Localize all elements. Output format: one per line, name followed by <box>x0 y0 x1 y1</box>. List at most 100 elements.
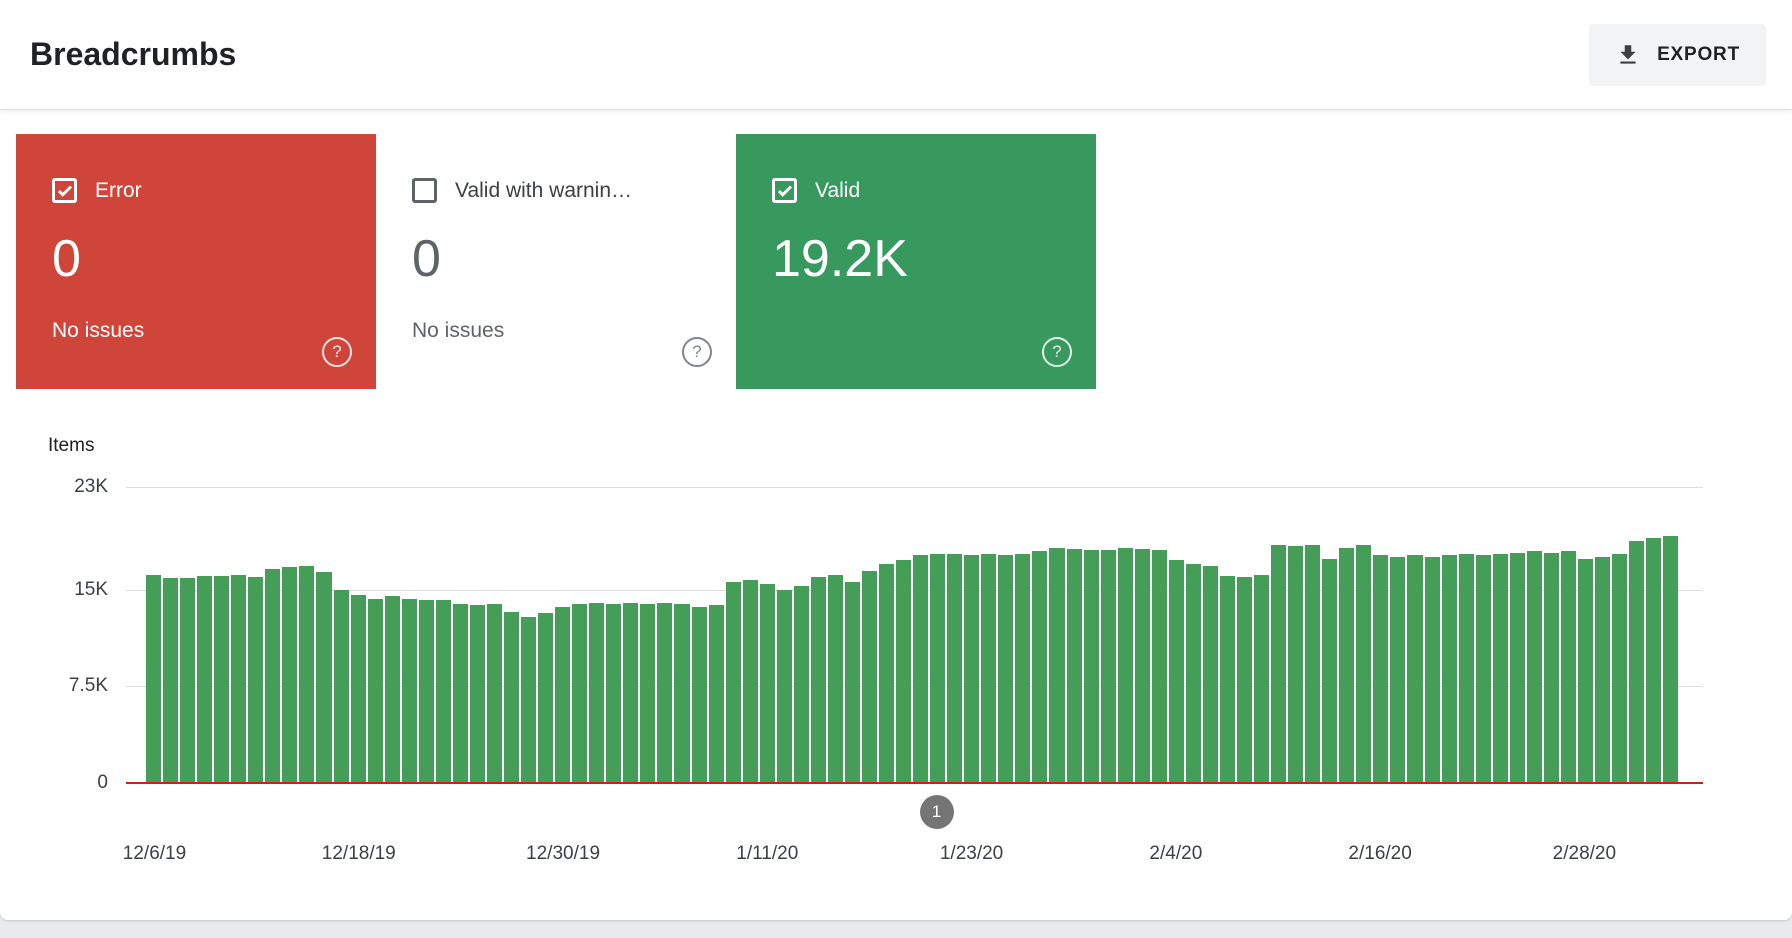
chart-bar[interactable] <box>367 598 383 783</box>
chart-bar[interactable] <box>810 577 826 783</box>
chart-bar[interactable] <box>1577 559 1593 783</box>
chart-bar[interactable] <box>486 604 502 783</box>
chart-bar[interactable] <box>163 578 179 783</box>
chart-bar[interactable] <box>231 574 247 783</box>
chart-bar[interactable] <box>1594 556 1611 783</box>
chart-bar[interactable] <box>572 604 588 783</box>
chart-bar[interactable] <box>1083 550 1099 783</box>
chart-bar[interactable] <box>589 602 605 783</box>
chart-bar[interactable] <box>1185 564 1201 783</box>
chart-bar[interactable] <box>793 586 809 783</box>
export-button[interactable]: EXPORT <box>1589 23 1766 86</box>
chart-bar[interactable] <box>742 579 758 783</box>
chart-bar[interactable] <box>1612 553 1628 783</box>
chart-bar[interactable] <box>623 602 639 783</box>
chart-bar[interactable] <box>1526 551 1542 783</box>
chart-bar[interactable] <box>538 613 554 783</box>
chart-bar[interactable] <box>282 566 298 783</box>
chart-bar[interactable] <box>930 553 946 783</box>
chart-bar[interactable] <box>1458 553 1474 783</box>
chart-bar[interactable] <box>1646 538 1662 783</box>
chart-bar[interactable] <box>214 575 230 783</box>
chart-bar[interactable] <box>998 555 1014 783</box>
chart-bar[interactable] <box>759 583 775 783</box>
valid-checkbox[interactable] <box>772 178 797 203</box>
chart-bar[interactable] <box>1629 541 1645 783</box>
chart-bar[interactable] <box>827 574 843 783</box>
chart-bar[interactable] <box>691 606 707 783</box>
chart-bar[interactable] <box>913 555 929 783</box>
chart-bar[interactable] <box>1509 552 1525 783</box>
chart-bar[interactable] <box>776 589 792 783</box>
chart-bar[interactable] <box>640 604 656 783</box>
chart-bar[interactable] <box>197 575 213 783</box>
chart-bar[interactable] <box>1492 553 1508 783</box>
chart-bar[interactable] <box>265 569 281 783</box>
error-status-card[interactable]: Error 0 No issues ? <box>16 134 376 389</box>
chart-bar[interactable] <box>657 602 673 783</box>
chart-bar[interactable] <box>180 578 196 783</box>
chart-bar[interactable] <box>1032 551 1048 783</box>
chart-bar[interactable] <box>1066 548 1082 783</box>
chart-bar[interactable] <box>1288 546 1304 783</box>
chart-bar[interactable] <box>1015 553 1031 783</box>
chart-bar[interactable] <box>333 589 349 783</box>
chart-bar[interactable] <box>896 560 912 783</box>
chart-bar[interactable] <box>981 553 997 783</box>
chart-bar[interactable] <box>503 611 520 783</box>
chart-bar[interactable] <box>469 605 485 783</box>
chart-bar[interactable] <box>1424 556 1440 783</box>
chart-bar[interactable] <box>1390 556 1406 783</box>
chart-bar[interactable] <box>1322 559 1338 783</box>
chart-bar[interactable] <box>1356 544 1372 783</box>
chart-bar[interactable] <box>1168 560 1184 783</box>
chart-bar[interactable] <box>606 604 622 783</box>
chart-bar[interactable] <box>844 582 860 783</box>
annotation-marker[interactable]: 1 <box>919 795 954 829</box>
valid-with-warnings-card[interactable]: Valid with warnin… 0 No issues ? <box>376 134 736 389</box>
chart-bar[interactable] <box>1560 551 1576 783</box>
chart-bar[interactable] <box>316 571 332 783</box>
chart-bar[interactable] <box>146 574 162 783</box>
chart-bar[interactable] <box>1237 577 1253 783</box>
chart-bar[interactable] <box>964 555 980 783</box>
chart-bar[interactable] <box>1100 550 1116 783</box>
chart-bar[interactable] <box>435 600 451 783</box>
help-icon[interactable]: ? <box>682 337 712 367</box>
chart-bar[interactable] <box>350 595 366 783</box>
chart-bar[interactable] <box>418 600 434 783</box>
chart-bar[interactable] <box>861 570 878 783</box>
chart-bar[interactable] <box>555 606 571 783</box>
chart-bar[interactable] <box>879 564 895 783</box>
chart-bar[interactable] <box>708 605 724 783</box>
warnings-checkbox[interactable] <box>412 178 437 203</box>
chart-bar[interactable] <box>1202 565 1218 783</box>
chart-bar[interactable] <box>1254 574 1270 783</box>
valid-status-card[interactable]: Valid 19.2K ? <box>736 134 1096 389</box>
chart-bar[interactable] <box>1151 550 1167 783</box>
chart-bar[interactable] <box>401 598 417 783</box>
chart-bar[interactable] <box>1339 547 1355 783</box>
chart-bar[interactable] <box>725 582 741 783</box>
chart-bar[interactable] <box>1441 555 1457 783</box>
error-checkbox[interactable] <box>52 178 77 203</box>
help-icon[interactable]: ? <box>1042 337 1072 367</box>
help-icon[interactable]: ? <box>322 337 352 367</box>
chart-bar[interactable] <box>1407 555 1423 783</box>
chart-bar[interactable] <box>452 604 468 783</box>
chart-bar[interactable] <box>674 604 690 783</box>
chart-bar[interactable] <box>384 596 400 783</box>
chart-bar[interactable] <box>248 577 264 783</box>
chart-bar[interactable] <box>521 616 537 783</box>
chart-bar[interactable] <box>947 553 963 783</box>
chart-bar[interactable] <box>1049 547 1065 783</box>
chart-bar[interactable] <box>1663 535 1679 783</box>
chart-bar[interactable] <box>1305 544 1321 783</box>
chart-bar[interactable] <box>1271 544 1287 783</box>
chart-bar[interactable] <box>1134 548 1150 783</box>
chart-bar[interactable] <box>299 565 315 783</box>
chart-bar[interactable] <box>1373 555 1389 783</box>
chart-bar[interactable] <box>1117 547 1133 783</box>
chart-bar[interactable] <box>1475 555 1491 783</box>
chart-bar[interactable] <box>1219 575 1235 783</box>
